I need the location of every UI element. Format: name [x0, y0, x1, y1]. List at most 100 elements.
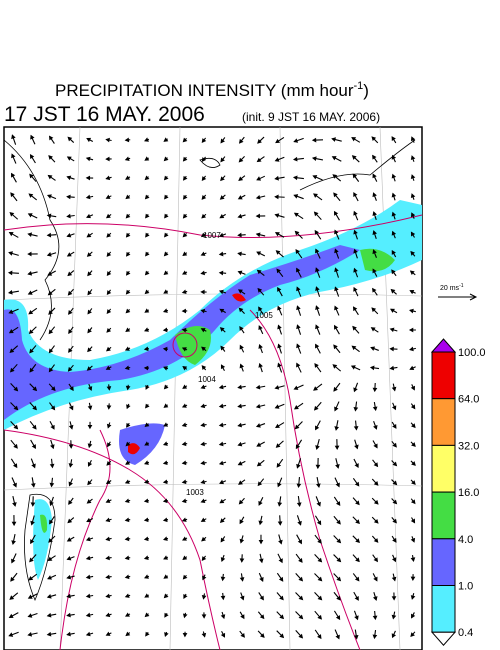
- wind-arrow-head: [105, 365, 111, 370]
- colorbar-label: 32.0: [458, 440, 479, 452]
- wind-arrow-head: [11, 153, 16, 159]
- colorbar-label: 100.0: [458, 347, 486, 359]
- wind-arrow-head: [275, 250, 281, 255]
- wind-arrow-head: [162, 308, 168, 313]
- wind-arrow-head: [31, 444, 36, 450]
- wind-arrow-head: [143, 555, 149, 560]
- wind-arrow-head: [164, 194, 169, 200]
- wind-arrow-head: [293, 405, 299, 410]
- wind-arrow-head: [181, 441, 187, 447]
- wind-arrow-head: [29, 173, 34, 179]
- wind-arrow-head: [372, 173, 377, 179]
- wind-arrow-head: [87, 271, 92, 277]
- wind-arrow-head: [317, 634, 322, 640]
- wind-arrow-head: [274, 232, 280, 237]
- wind-arrow-head: [201, 594, 207, 600]
- wind-arrow-head: [67, 290, 73, 296]
- wind-arrow-head: [370, 327, 376, 332]
- wind-arrow-head: [200, 460, 205, 466]
- wind-arrow-head: [355, 557, 360, 563]
- wind-arrow-head: [315, 267, 320, 273]
- wind-arrow-head: [336, 557, 342, 563]
- wind-arrow-head: [332, 364, 338, 369]
- wind-arrow-head: [313, 193, 318, 198]
- wind-arrow-head: [410, 250, 415, 256]
- wind-arrow-head: [181, 270, 187, 275]
- wind-arrow-head: [201, 346, 206, 352]
- wind-arrow-head: [240, 614, 245, 620]
- wind-arrow-head: [105, 479, 111, 485]
- wind-arrow-head: [372, 192, 377, 198]
- wind-arrow-head: [355, 519, 360, 525]
- wind-arrow-head: [410, 212, 416, 218]
- wind-arrow-head: [218, 289, 224, 295]
- wind-arrow-head: [277, 343, 282, 349]
- wind-arrow-head: [10, 192, 15, 198]
- wind-arrow-head: [297, 520, 302, 526]
- wind-arrow-head: [334, 305, 339, 311]
- wind-arrow-head: [46, 252, 52, 257]
- wind-arrow-head: [274, 175, 279, 181]
- wind-arrow-head: [219, 479, 224, 485]
- wind-arrow-head: [218, 232, 224, 238]
- wind-arrow-head: [87, 347, 92, 353]
- wind-arrow-head: [392, 537, 397, 543]
- wind-arrow-head: [409, 290, 415, 295]
- wind-arrow-head: [258, 362, 263, 368]
- wind-arrow-head: [86, 499, 92, 504]
- wind-arrow-head: [201, 614, 207, 619]
- wind-arrow-head: [46, 631, 52, 637]
- wind-arrow-head: [163, 270, 169, 276]
- wind-arrow-head: [391, 154, 397, 160]
- wind-arrow-head: [125, 270, 131, 276]
- wind-arrow-head: [336, 538, 342, 544]
- wind-arrow-head: [145, 232, 150, 238]
- wind-arrow-head: [373, 557, 378, 563]
- wind-arrow-head: [124, 517, 130, 523]
- wind-arrow-head: [163, 366, 168, 371]
- wind-arrow-head: [335, 501, 341, 506]
- wind-arrow-head: [125, 175, 130, 180]
- wind-arrow-head: [353, 426, 359, 431]
- wind-arrow-head: [85, 574, 91, 580]
- wind-arrow-head: [181, 327, 187, 333]
- wind-arrow-head: [274, 404, 280, 409]
- wind-arrow-head: [162, 441, 168, 446]
- wind-arrow-head: [66, 593, 71, 599]
- wind-arrow-head: [255, 403, 261, 409]
- colorbar-segment: [431, 351, 456, 400]
- wind-arrow-head: [391, 269, 396, 275]
- wind-arrow-head: [47, 290, 53, 296]
- coast-japan: [299, 139, 416, 191]
- wind-arrow-head: [181, 289, 187, 295]
- wind-arrow-head: [258, 325, 263, 331]
- init-time: (init. 9 JST 16 MAY. 2006): [242, 110, 380, 124]
- wind-arrow-head: [239, 595, 245, 601]
- wind-arrow-head: [237, 232, 242, 238]
- wind-arrow-head: [164, 232, 169, 238]
- wind-arrow-head: [29, 154, 35, 159]
- wind-arrow-head: [316, 501, 321, 507]
- wind-arrow-head: [125, 385, 131, 391]
- colorbar-label: 4.0: [458, 534, 473, 546]
- wind-arrow-head: [86, 233, 92, 238]
- wind-arrow-head: [334, 248, 339, 254]
- wind-arrow-head: [124, 536, 130, 542]
- wind-arrow-head: [258, 520, 264, 526]
- wind-arrow-head: [162, 327, 168, 333]
- wind-arrow-head: [145, 403, 150, 409]
- wind-arrow-head: [125, 441, 131, 447]
- wind-arrow-head: [181, 479, 187, 485]
- wind-arrow-head: [218, 270, 224, 276]
- wind-arrow-head: [410, 385, 416, 391]
- wind-arrow-head: [314, 363, 319, 368]
- wind-arrow-head: [411, 461, 416, 466]
- wind-arrow-head: [314, 229, 320, 235]
- title: PRECIPITATION INTENSITY (mm hour-1): [55, 80, 369, 100]
- wind-arrow-head: [257, 287, 263, 293]
- wind-arrow-head: [66, 156, 72, 161]
- wind-arrow-head: [182, 384, 188, 389]
- wind-arrow-head: [296, 343, 301, 349]
- wind-arrow-head: [143, 479, 149, 485]
- wind-arrow-head: [411, 442, 416, 447]
